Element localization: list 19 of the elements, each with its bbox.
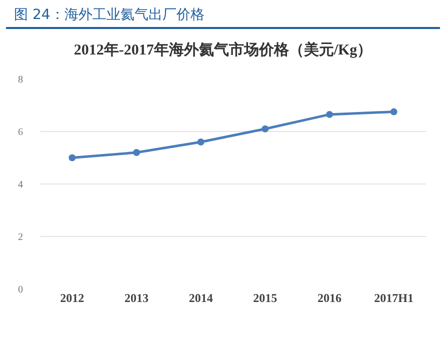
x-tick-label: 2013 bbox=[124, 291, 148, 305]
y-tick-label: 6 bbox=[18, 127, 23, 138]
y-tick-label: 4 bbox=[18, 180, 23, 190]
y-tick-label: 8 bbox=[18, 74, 23, 86]
chart-title: 图 24：海外工业氦气出厂价格 bbox=[6, 0, 440, 29]
point bbox=[326, 110, 333, 118]
x-tick-label: 2017H1 bbox=[374, 291, 414, 305]
y-tick-label: 0 bbox=[18, 284, 23, 296]
y-tick-label: 2 bbox=[18, 232, 23, 243]
x-tick-label: 2012 bbox=[60, 291, 84, 305]
chart-subtitle: 2012年-2017年海外氦气市场价格（美元/Kg） bbox=[74, 40, 372, 58]
x-tick-label: 2014 bbox=[188, 291, 213, 305]
point bbox=[197, 138, 204, 146]
x-tick-label: 2016 bbox=[318, 291, 342, 305]
point bbox=[68, 154, 76, 162]
point bbox=[133, 149, 140, 156]
point bbox=[262, 125, 269, 132]
x-tick-label: 2015 bbox=[253, 291, 278, 305]
point bbox=[390, 108, 398, 116]
